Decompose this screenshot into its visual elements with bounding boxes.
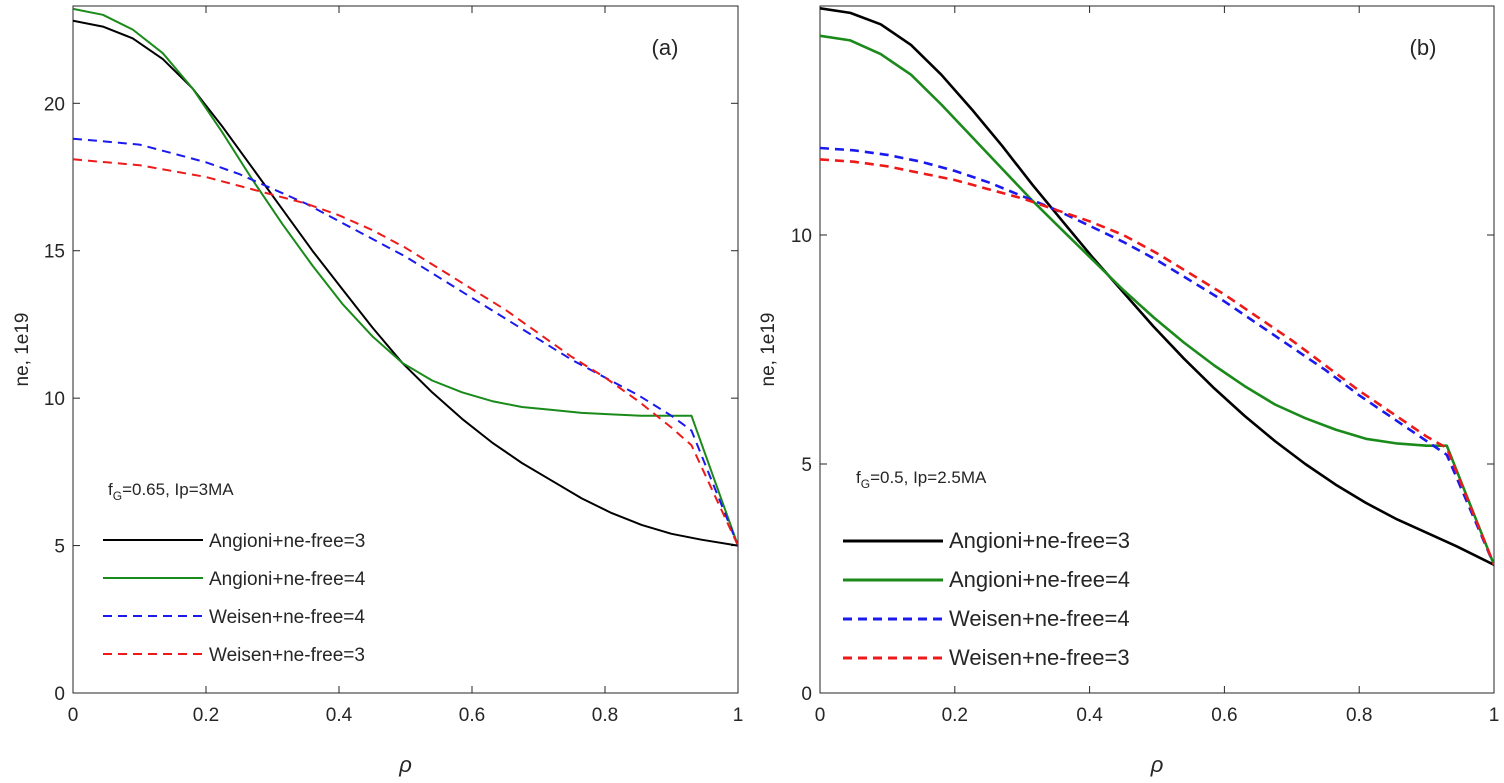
legend-label: Angioni+ne-free=4 [949,567,1130,592]
annotation-subscript: G [113,489,122,503]
series-line [820,146,1494,566]
series-line [820,158,1494,566]
legend-label: Weisen+ne-free=4 [949,606,1130,631]
x-tick-label: 0.6 [459,705,485,726]
x-axis-label: ρ [1150,752,1164,777]
legend-label: Angioni+ne-free=3 [209,531,365,552]
y-tick-label: 5 [801,455,812,476]
y-tick-label: 10 [44,389,65,410]
x-tick-label: 1 [733,705,744,726]
legend-label: Weisen+ne-free=3 [209,645,365,666]
plot-frame [819,5,1495,694]
plot-frame [72,5,739,694]
y-axis-label: ne, 1e19 [758,313,779,387]
series-group [73,7,738,547]
x-tick-label: 0 [68,705,79,726]
series-line [73,137,738,546]
series-line [73,158,738,547]
y-tick-label: 15 [44,242,65,263]
series-line [820,7,1494,566]
x-axis-label: ρ [398,752,412,777]
panel-label: (b) [1410,35,1437,60]
y-tick-label: 20 [44,94,65,115]
legend-label: Angioni+ne-free=3 [949,528,1130,553]
legend-label: Weisen+ne-free=4 [209,607,365,628]
x-tick-label: 0 [815,705,826,726]
series-line [73,7,738,546]
parameter-annotation: fG=0.65, Ip=3MA [108,480,234,503]
legend-label: Angioni+ne-free=4 [209,569,366,590]
y-tick-label: 10 [791,226,812,247]
x-tick-label: 0.2 [193,705,219,726]
legend-label: Weisen+ne-free=3 [949,645,1130,670]
parameter-annotation: fG=0.5, Ip=2.5MA [856,468,987,491]
y-tick-label: 0 [801,684,812,705]
x-tick-label: 0.8 [1346,705,1372,726]
x-tick-label: 0.4 [1076,705,1103,726]
panel-label: (a) [652,35,679,60]
y-tick-label: 0 [54,684,65,705]
annotation-suffix: =0.5, Ip=2.5MA [870,468,987,487]
series-group [820,7,1494,566]
x-tick-label: 0.2 [942,705,968,726]
annotation-suffix: =0.65, Ip=3MA [122,480,234,499]
annotation-prefix: f [108,480,113,499]
x-tick-label: 0.6 [1211,705,1237,726]
series-line [820,34,1494,566]
x-tick-label: 0.8 [592,705,618,726]
x-tick-label: 1 [1489,705,1500,726]
y-axis-label: ne, 1e19 [12,313,33,387]
annotation-prefix: f [856,468,861,487]
y-tick-label: 5 [54,537,65,558]
annotation-subscript: G [861,477,870,491]
x-tick-label: 0.4 [326,705,353,726]
